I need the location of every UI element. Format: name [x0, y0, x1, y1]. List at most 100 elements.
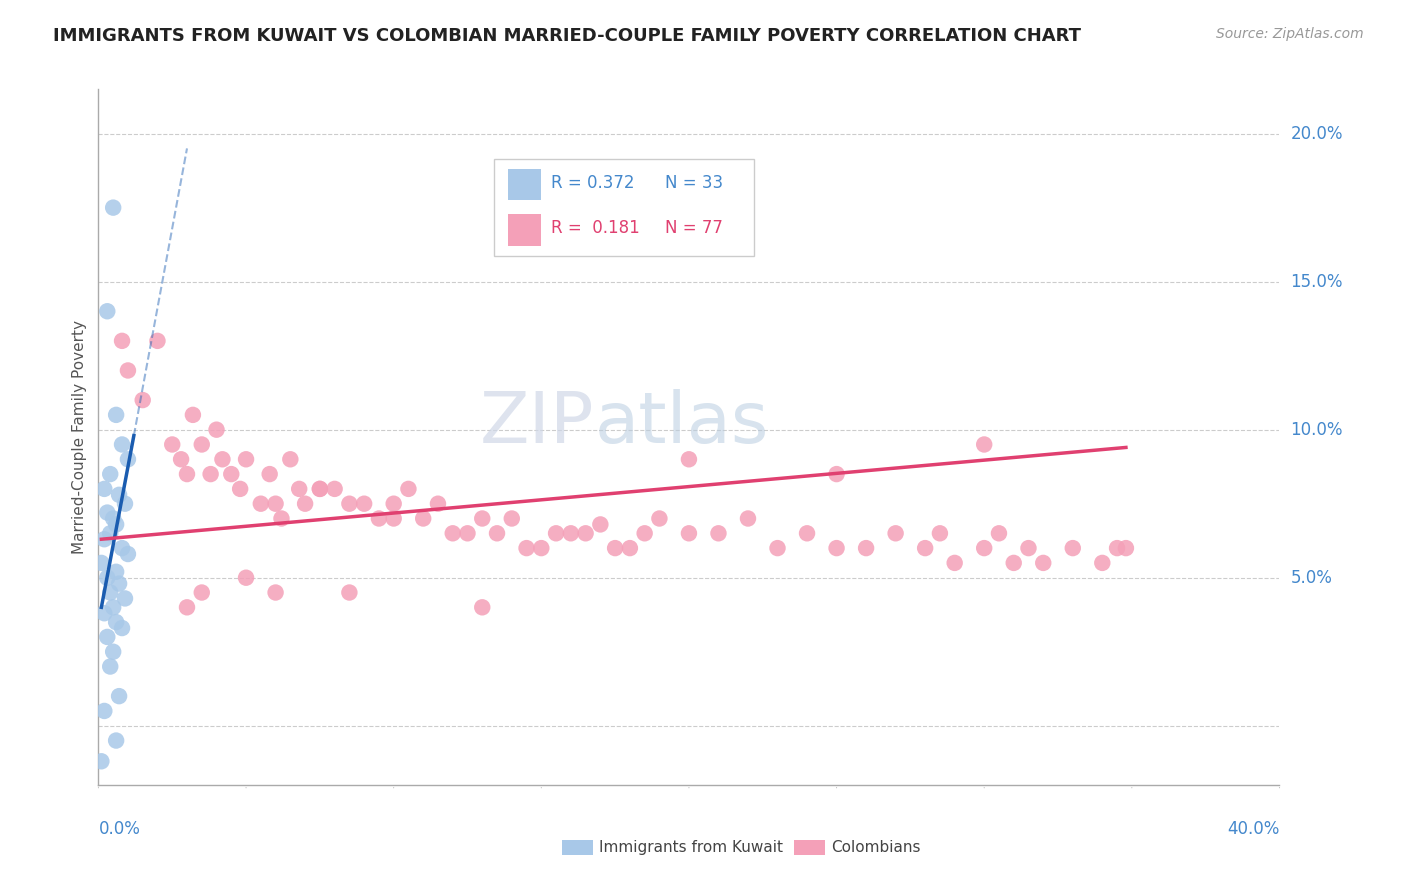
- Point: [825, 467, 848, 481]
- Point: [235, 452, 257, 467]
- Point: [634, 526, 657, 541]
- Point: [205, 423, 228, 437]
- Point: [235, 571, 257, 585]
- Point: [382, 497, 405, 511]
- Point: [111, 541, 134, 555]
- Text: 5.0%: 5.0%: [1291, 569, 1333, 587]
- Text: 10.0%: 10.0%: [1291, 421, 1343, 439]
- Point: [176, 600, 198, 615]
- Point: [288, 482, 311, 496]
- Point: [988, 526, 1011, 541]
- Text: N = 33: N = 33: [665, 174, 724, 192]
- Text: ZIP: ZIP: [479, 389, 595, 458]
- FancyBboxPatch shape: [508, 169, 541, 200]
- Point: [339, 497, 361, 511]
- Point: [93, 606, 115, 620]
- Point: [737, 511, 759, 525]
- Point: [884, 526, 907, 541]
- Point: [648, 511, 671, 525]
- Text: IMMIGRANTS FROM KUWAIT VS COLOMBIAN MARRIED-COUPLE FAMILY POVERTY CORRELATION CH: IMMIGRANTS FROM KUWAIT VS COLOMBIAN MARR…: [53, 27, 1081, 45]
- Y-axis label: Married-Couple Family Poverty: Married-Couple Family Poverty: [72, 320, 87, 554]
- Point: [353, 497, 375, 511]
- Point: [211, 452, 233, 467]
- FancyBboxPatch shape: [494, 159, 754, 256]
- Point: [103, 201, 125, 215]
- Point: [678, 526, 700, 541]
- Point: [117, 363, 139, 377]
- Text: 20.0%: 20.0%: [1291, 125, 1343, 143]
- Point: [264, 497, 287, 511]
- Point: [441, 526, 464, 541]
- Point: [501, 511, 523, 525]
- Text: Colombians: Colombians: [831, 840, 921, 855]
- Point: [323, 482, 346, 496]
- Text: R = 0.372: R = 0.372: [551, 174, 634, 192]
- Point: [105, 615, 128, 629]
- Text: Immigrants from Kuwait: Immigrants from Kuwait: [599, 840, 783, 855]
- Point: [105, 517, 128, 532]
- Point: [93, 482, 115, 496]
- Point: [1018, 541, 1040, 555]
- Point: [111, 437, 134, 451]
- Point: [114, 591, 136, 606]
- Point: [973, 437, 995, 451]
- Point: [309, 482, 332, 496]
- Point: [111, 334, 134, 348]
- Point: [117, 547, 139, 561]
- Point: [90, 556, 112, 570]
- Point: [103, 511, 125, 525]
- Point: [105, 733, 128, 747]
- Point: [546, 526, 568, 541]
- Text: N = 77: N = 77: [665, 219, 723, 237]
- FancyBboxPatch shape: [508, 214, 541, 245]
- Point: [1091, 556, 1114, 570]
- Point: [98, 585, 121, 599]
- Point: [766, 541, 789, 555]
- Point: [270, 511, 292, 525]
- Point: [589, 517, 612, 532]
- Point: [412, 511, 434, 525]
- Text: 40.0%: 40.0%: [1227, 820, 1279, 838]
- Point: [200, 467, 222, 481]
- Point: [457, 526, 479, 541]
- Point: [382, 511, 405, 525]
- Point: [707, 526, 730, 541]
- Point: [96, 506, 118, 520]
- Point: [1002, 556, 1025, 570]
- Point: [1062, 541, 1084, 555]
- Point: [111, 621, 134, 635]
- Point: [825, 541, 848, 555]
- Point: [90, 754, 112, 768]
- Point: [250, 497, 273, 511]
- Text: Source: ZipAtlas.com: Source: ZipAtlas.com: [1216, 27, 1364, 41]
- Point: [471, 511, 494, 525]
- Text: 0.0%: 0.0%: [98, 820, 141, 838]
- Point: [427, 497, 450, 511]
- Point: [516, 541, 538, 555]
- Point: [229, 482, 252, 496]
- Point: [398, 482, 420, 496]
- Point: [796, 526, 818, 541]
- Point: [98, 526, 121, 541]
- Point: [973, 541, 995, 555]
- Point: [605, 541, 627, 555]
- Point: [108, 576, 131, 591]
- Point: [114, 497, 136, 511]
- Point: [105, 408, 128, 422]
- Point: [105, 565, 128, 579]
- Point: [93, 533, 115, 547]
- Point: [943, 556, 966, 570]
- Point: [191, 437, 214, 451]
- Point: [914, 541, 936, 555]
- Point: [191, 585, 214, 599]
- Point: [294, 497, 316, 511]
- Point: [309, 482, 332, 496]
- Text: R =  0.181: R = 0.181: [551, 219, 640, 237]
- Text: 15.0%: 15.0%: [1291, 273, 1343, 291]
- Point: [170, 452, 193, 467]
- Point: [132, 393, 155, 408]
- Point: [103, 645, 125, 659]
- Point: [103, 600, 125, 615]
- Point: [259, 467, 281, 481]
- Point: [108, 488, 131, 502]
